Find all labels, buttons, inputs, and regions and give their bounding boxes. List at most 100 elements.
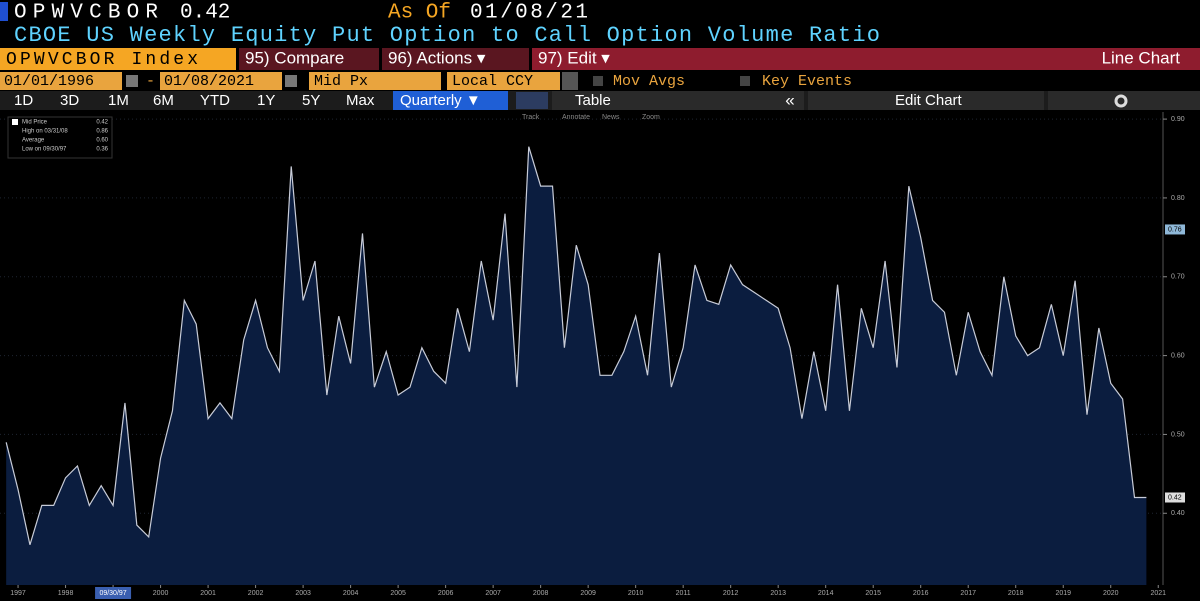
period-button[interactable]: [393, 91, 508, 110]
accent-bar: [0, 2, 8, 21]
x-tick-label: 2001: [200, 590, 216, 597]
security-box[interactable]: [0, 48, 236, 70]
x-tick-label: 2007: [485, 590, 501, 597]
range-button[interactable]: 1D: [14, 92, 33, 109]
chart: 0.400.500.600.700.800.901997199819992000…: [0, 112, 1185, 599]
x-tick-label: 2020: [1103, 590, 1119, 597]
legend-box: [7, 116, 113, 159]
x-tick-label: 2005: [390, 590, 406, 597]
currency-box[interactable]: [447, 72, 560, 90]
legend-swatch: [12, 119, 18, 125]
legend-label: Mid Price: [22, 120, 48, 126]
x-tick-label: 2010: [628, 590, 644, 597]
area: [6, 146, 1147, 586]
actions-label[interactable]: 96) Actions ▾: [388, 48, 486, 67]
edit-chart[interactable]: Edit Chart: [895, 92, 963, 109]
x-tick-label: 2008: [533, 590, 549, 597]
compare-label[interactable]: 95) Compare: [245, 48, 344, 67]
chart-tool[interactable]: Annotate: [562, 114, 590, 121]
chart-tool[interactable]: Track: [522, 114, 540, 121]
table[interactable]: Table: [575, 92, 611, 109]
table-button[interactable]: [552, 91, 804, 110]
field-box[interactable]: [309, 72, 441, 90]
crosshair-date: 09/30/97: [99, 590, 126, 597]
x-tick-label: 2014: [818, 590, 834, 597]
x-tick-label: 2004: [343, 590, 359, 597]
y-tick-label: 0.40: [1171, 510, 1185, 517]
end-date[interactable]: 01/08/2021: [164, 73, 254, 90]
legend-value: 0.60: [96, 138, 108, 144]
y-tick-label: 0.60: [1171, 352, 1185, 359]
value-marker-box: [1165, 224, 1185, 235]
crosshair-date-box: [95, 587, 132, 599]
x-tick-label: 2018: [1008, 590, 1024, 597]
legend-value: 0.42: [96, 120, 108, 126]
calendar-icon[interactable]: [285, 75, 297, 87]
legend-label: Low on 09/30/97: [22, 147, 67, 153]
end-date-box[interactable]: [160, 72, 282, 90]
range-button[interactable]: 1Y: [257, 92, 275, 109]
chart-tool[interactable]: News: [602, 114, 620, 121]
period[interactable]: Quarterly ▼: [400, 92, 481, 109]
x-tick-label: 2016: [913, 590, 929, 597]
x-tick-label: 2006: [438, 590, 454, 597]
start-date-box[interactable]: [0, 72, 122, 90]
x-tick-label: 2000: [153, 590, 169, 597]
line: [5, 146, 1147, 545]
calendar-icon[interactable]: [126, 75, 138, 87]
start-date[interactable]: 01/01/1996: [4, 73, 94, 90]
dropdown[interactable]: [562, 72, 578, 90]
x-tick-label: 2003: [295, 590, 311, 597]
chart-icon[interactable]: [516, 92, 548, 109]
checkbox[interactable]: [740, 76, 750, 86]
legend-label: Average: [22, 138, 45, 144]
range-button[interactable]: 3D: [60, 92, 79, 109]
price: 0.42: [180, 2, 230, 25]
range-button[interactable]: Max: [346, 92, 375, 109]
y-tick-label: 0.90: [1171, 116, 1185, 123]
x-tick-label: 2013: [770, 590, 786, 597]
field[interactable]: Mid Px: [314, 73, 368, 90]
key-events[interactable]: Key Events: [762, 73, 852, 90]
y-tick-label: 0.50: [1171, 431, 1185, 438]
mov-avgs[interactable]: Mov Avgs: [613, 73, 685, 90]
legend-value: 0.36: [96, 147, 108, 153]
range-button[interactable]: YTD: [200, 92, 230, 109]
range-button[interactable]: 6M: [153, 92, 174, 109]
x-tick-label: 1997: [10, 590, 26, 597]
legend-label: High on 03/31/08: [22, 129, 68, 135]
gear-icon[interactable]: [1114, 94, 1128, 108]
checkbox[interactable]: [593, 76, 603, 86]
x-tick-label: 2015: [865, 590, 881, 597]
x-tick-label: 2012: [723, 590, 739, 597]
x-tick-label: 1998: [58, 590, 74, 597]
x-tick-label: 2021: [1150, 590, 1166, 597]
x-tick-label: 2011: [676, 590, 691, 597]
x-tick-label: 2019: [1055, 590, 1071, 597]
value-marker-box: [1165, 492, 1185, 503]
range-button[interactable]: 5Y: [302, 92, 320, 109]
as-of-label: As Of: [388, 2, 451, 25]
x-tick-label: 2002: [248, 590, 264, 597]
legend-value: 0.86: [96, 129, 108, 135]
y-tick-label: 0.80: [1171, 195, 1185, 202]
edit-label[interactable]: 97) Edit ▾: [538, 48, 610, 67]
settings-button[interactable]: [1048, 91, 1200, 110]
menu-bar: [532, 48, 1200, 70]
compare-button[interactable]: [239, 48, 379, 70]
y-tick-label: 0.70: [1171, 274, 1185, 281]
value-marker: 0.76: [1168, 226, 1182, 233]
actions-button[interactable]: [382, 48, 529, 70]
currency[interactable]: Local CCY: [452, 73, 533, 90]
value-marker: 0.42: [1168, 494, 1182, 501]
chart-kind: Line Chart: [1102, 48, 1181, 67]
x-tick-label: 2009: [580, 590, 596, 597]
chart-tool[interactable]: Zoom: [642, 114, 660, 121]
x-tick-label: 2017: [960, 590, 976, 597]
collapse[interactable]: «: [785, 90, 794, 109]
edit-chart-button[interactable]: [808, 91, 1044, 110]
date-dash: -: [146, 73, 155, 90]
range-button[interactable]: 1M: [108, 92, 129, 109]
